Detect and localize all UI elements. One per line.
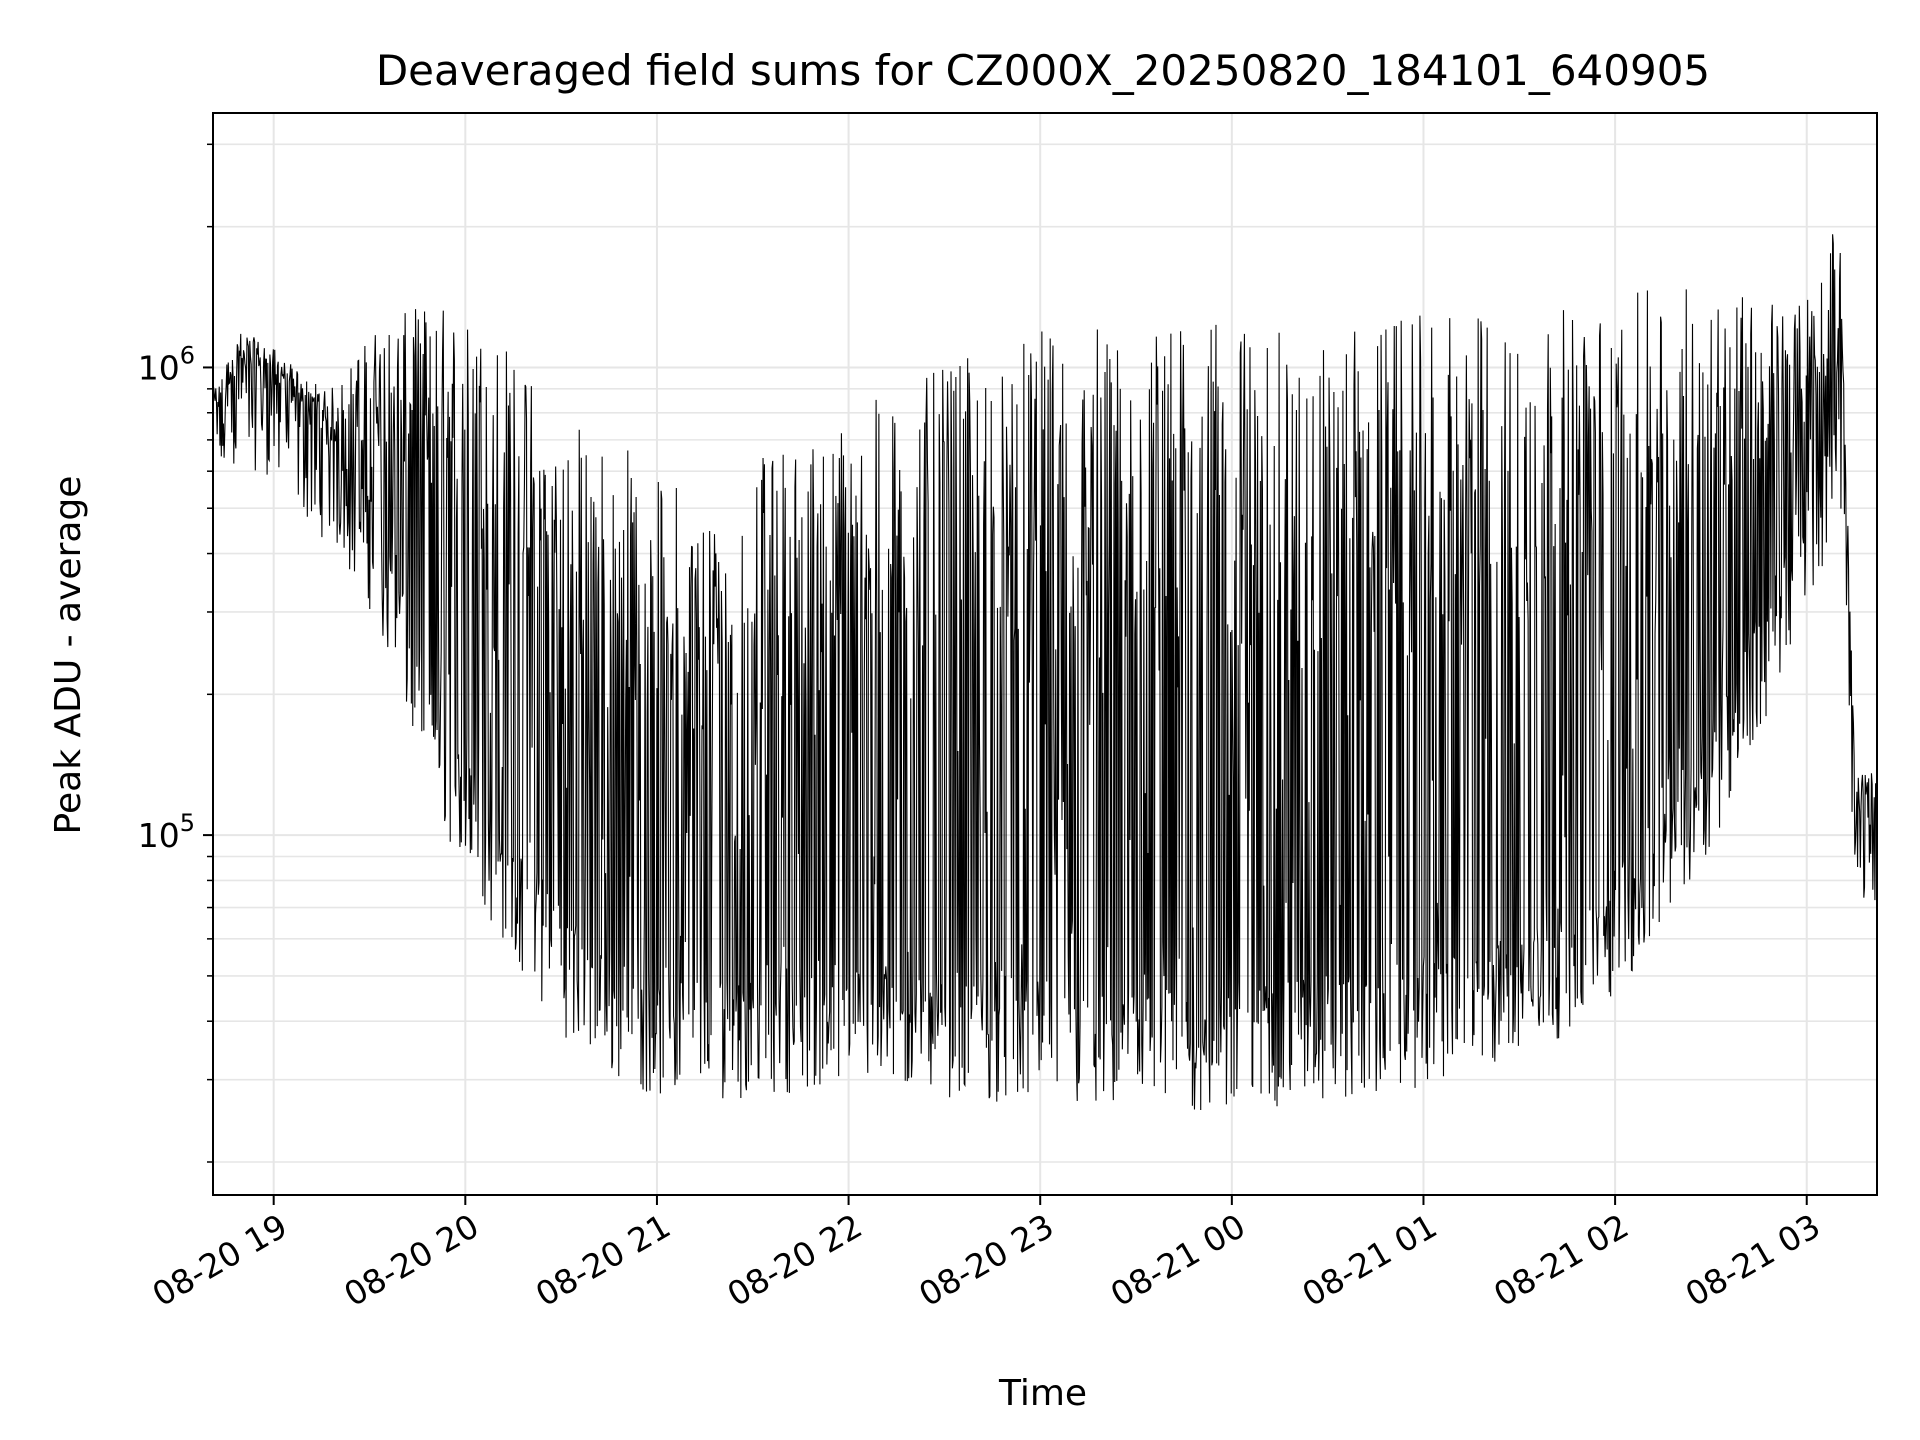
y-tick-label: 105 xyxy=(138,809,195,855)
x-tick-label: 08-21 02 xyxy=(1487,1206,1635,1314)
x-tick-label: 08-20 19 xyxy=(146,1206,294,1314)
series-line xyxy=(213,234,1877,1111)
y-axis: 105 106 xyxy=(138,143,213,1163)
x-tick-label: 08-20 23 xyxy=(912,1206,1060,1314)
x-tick-label: 08-21 01 xyxy=(1295,1206,1443,1314)
x-tick-label: 08-20 22 xyxy=(721,1206,869,1314)
x-tick-label: 08-20 21 xyxy=(529,1206,677,1314)
x-tick-label: 08-20 20 xyxy=(337,1206,485,1314)
y-axis-label: Peak ADU - average xyxy=(48,476,89,835)
x-tick-label: 08-21 00 xyxy=(1104,1206,1252,1314)
chart-title: Deaveraged field sums for CZ000X_2025082… xyxy=(376,46,1710,95)
y-tick-label: 106 xyxy=(138,341,195,387)
x-tick-label: 08-21 03 xyxy=(1679,1206,1827,1314)
x-axis-label: Time xyxy=(998,1373,1087,1414)
x-axis: 08-20 19 08-20 20 08-20 21 08-20 22 08-20 23… xyxy=(146,1195,1827,1314)
plot-frame xyxy=(212,112,1878,1196)
